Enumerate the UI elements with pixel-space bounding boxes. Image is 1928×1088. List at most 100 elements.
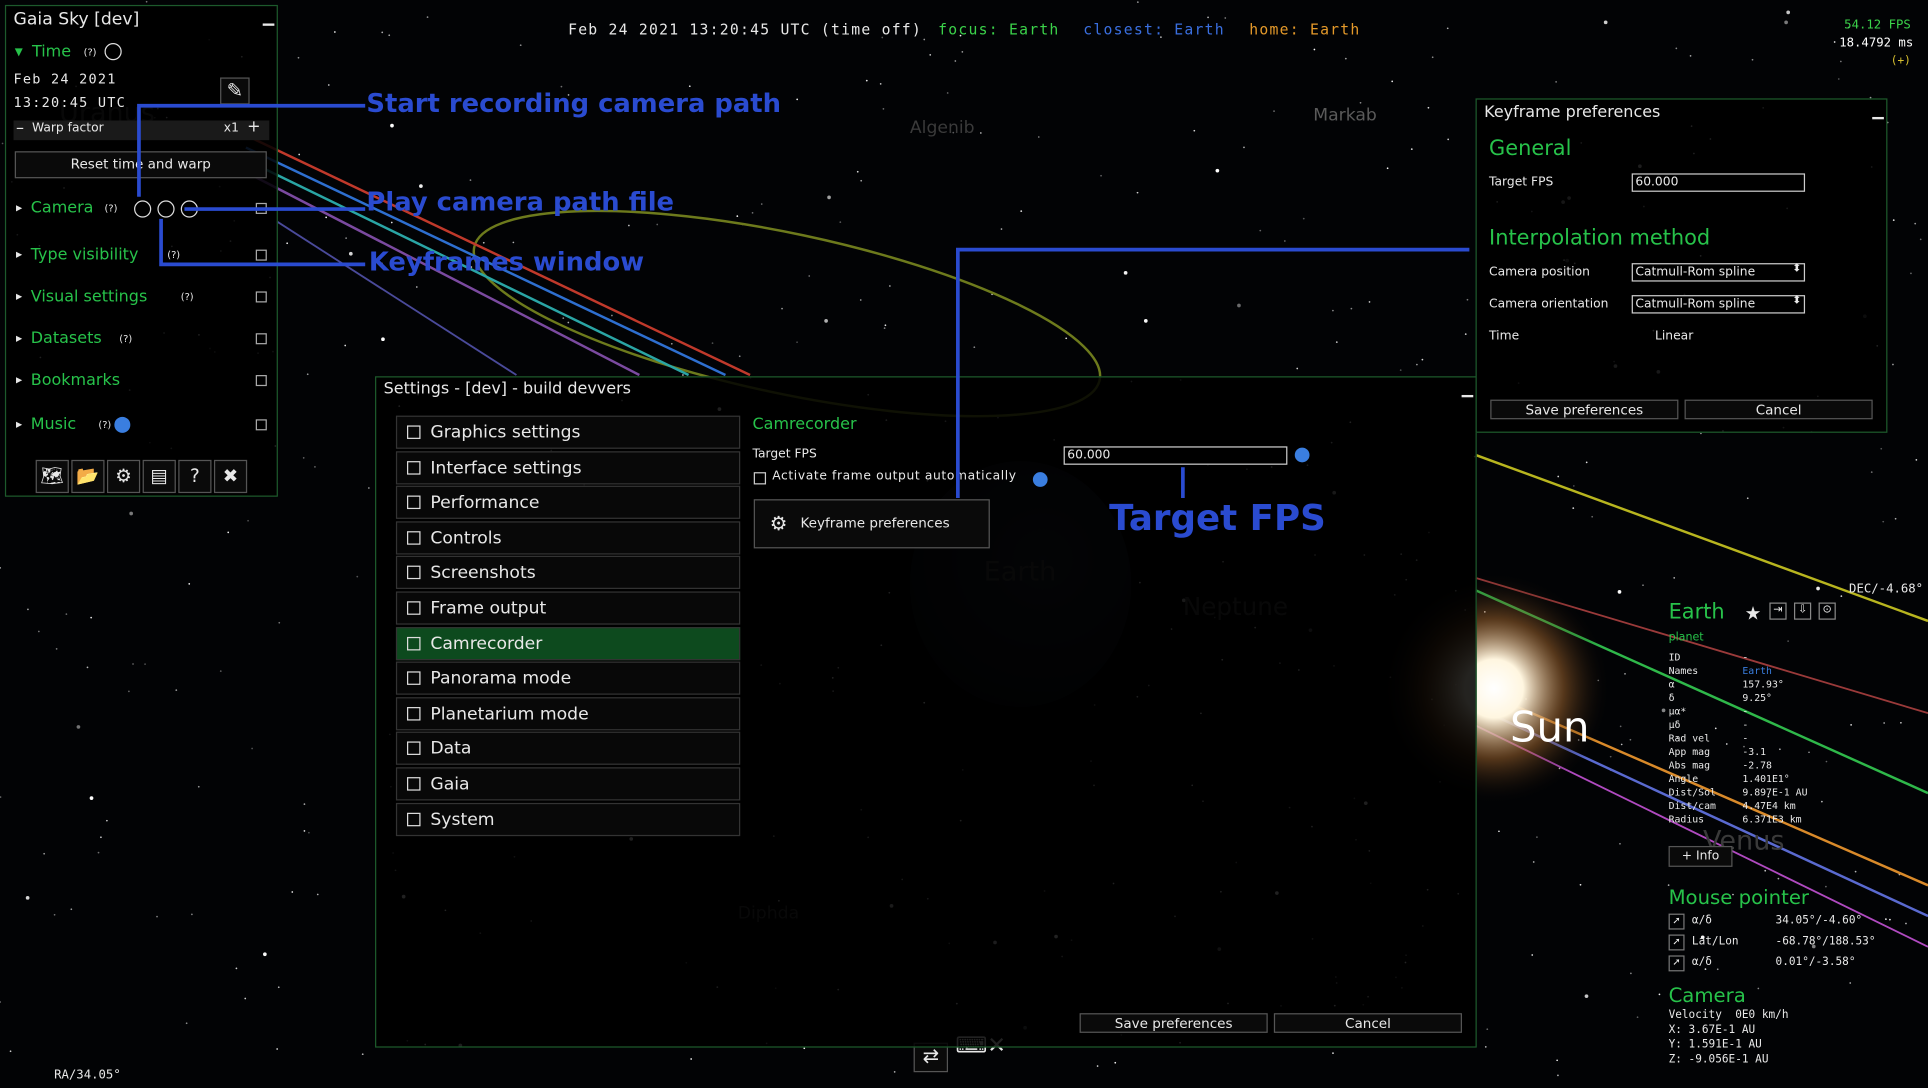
section-arrow[interactable]: ▸ [15, 248, 23, 262]
info-icon[interactable] [1032, 472, 1048, 487]
gear-icon: ⚙ [769, 511, 788, 535]
star [1910, 272, 1912, 275]
expand-icon[interactable] [255, 202, 267, 214]
field-label: Time [1489, 329, 1520, 344]
cancel-button[interactable]: Cancel [1273, 1013, 1462, 1033]
menu-icon [406, 812, 421, 826]
star [1725, 743, 1728, 745]
menu-item[interactable]: Screenshots [395, 556, 741, 590]
menu-item[interactable]: Planetarium mode [395, 696, 741, 731]
attr-label: μδ [1668, 719, 1681, 731]
minimize[interactable]: ▁ [1872, 102, 1884, 120]
warp-minus[interactable]: – [15, 119, 24, 138]
toolbar-button[interactable]: ✖ [213, 459, 248, 494]
target-fps-input[interactable]: 60.000 [1063, 446, 1288, 465]
star [1619, 842, 1621, 845]
save-button[interactable]: Save preferences [1079, 1013, 1268, 1033]
expand-icon[interactable] [255, 249, 267, 261]
select-arrow: ⬍ [1792, 263, 1802, 276]
section-title[interactable]: Visual settings [30, 287, 148, 307]
expand-icon[interactable] [255, 333, 267, 345]
attr-label: α/δ [1691, 956, 1712, 969]
toolbar-button[interactable]: ▤ [142, 459, 176, 494]
star [1386, 167, 1389, 170]
select-box[interactable]: Catmull-Rom spline ⬍ [1631, 295, 1806, 314]
expand-icon[interactable] [255, 291, 267, 303]
warp-plus[interactable]: + [247, 118, 261, 137]
star [1784, 20, 1788, 25]
section-arrow[interactable]: ▸ [15, 201, 23, 216]
section-arrow[interactable]: ▸ [15, 418, 23, 432]
edit-button[interactable]: ✎ [220, 77, 250, 105]
menu-item[interactable]: Gaia [395, 767, 741, 801]
info-button[interactable]: + Info [1668, 845, 1733, 867]
focus-action[interactable]: ⇩ [1793, 602, 1812, 620]
toolbar-button[interactable]: ⚙ [106, 459, 141, 494]
star [1421, 358, 1424, 361]
toolbar-button[interactable]: 📂 [71, 459, 105, 494]
section-title[interactable]: Bookmarks [30, 371, 121, 390]
help: (?) [98, 419, 112, 431]
menu-icon [406, 741, 421, 756]
save-button[interactable]: Save preferences [1490, 399, 1679, 420]
time-header[interactable]: ▾ [14, 43, 23, 62]
attr-value: 1.401E1° [1742, 773, 1790, 785]
section-arrow[interactable]: ▸ [15, 373, 23, 388]
toolbar-button[interactable]: ? [178, 459, 212, 494]
section-arrow[interactable]: ▸ [15, 290, 23, 304]
menu-item[interactable]: Performance [395, 485, 741, 520]
section-title[interactable]: Camera [30, 199, 94, 218]
control-panel: Gaia Sky [dev] ▁ ▾ Time (?) Feb 24 2021 13:20… [4, 4, 278, 497]
star [70, 908, 73, 911]
camera-button[interactable] [134, 200, 152, 218]
reset-button[interactable]: Reset time and warp [14, 151, 267, 179]
target-fps-input[interactable]: 60.000 [1631, 173, 1806, 192]
attr-label: δ [1668, 692, 1675, 704]
select-box[interactable]: Catmull-Rom spline ⬍ [1631, 263, 1806, 282]
star [398, 258, 401, 261]
toolbar-button[interactable]: 🗺 [35, 459, 69, 494]
keyframe-button[interactable]: ⚙ Keyframe preferences [753, 499, 990, 549]
section-arrow[interactable]: ▸ [15, 331, 23, 346]
attr-value: - [1742, 705, 1749, 717]
checkbox[interactable] [753, 472, 767, 485]
star [185, 1022, 188, 1025]
menu-item[interactable]: System [395, 802, 741, 836]
star [923, 38, 926, 41]
menu-item[interactable]: Frame output [395, 591, 741, 625]
dec-coord: DEC/-4.68° [1849, 582, 1924, 597]
star [1714, 727, 1717, 730]
menu-item[interactable]: Data [395, 732, 741, 766]
minimize[interactable]: ▁ [262, 8, 275, 26]
section-title[interactable]: Datasets [30, 329, 102, 348]
camera-button[interactable] [180, 200, 198, 218]
menu-item[interactable]: Controls [395, 521, 741, 555]
minimize[interactable]: ▁ [1461, 379, 1474, 398]
star [1746, 497, 1749, 500]
button-label: Cancel [1755, 402, 1802, 419]
cancel-button[interactable]: Cancel [1684, 399, 1873, 420]
expand-icon[interactable] [255, 419, 267, 431]
menu-item[interactable]: Camrecorder [395, 626, 741, 660]
info-icon[interactable] [1294, 447, 1310, 463]
play-icon[interactable] [104, 43, 122, 61]
attr-label: ID [1668, 651, 1681, 663]
focus-action[interactable]: ⊙ [1818, 602, 1836, 620]
focus-action[interactable]: ⇥ [1769, 602, 1787, 620]
section-title[interactable]: Type visibility [30, 245, 139, 265]
star [1037, 136, 1040, 138]
menu-item[interactable]: Graphics settings [395, 415, 741, 449]
star [415, 286, 418, 288]
section-title[interactable]: Music [30, 415, 77, 435]
focus-action[interactable]: ★ [1744, 602, 1762, 625]
expand-icon[interactable] [255, 375, 267, 387]
music-info[interactable] [114, 416, 131, 433]
menu-label: Frame output [430, 598, 547, 619]
star [197, 785, 200, 788]
star [1464, 333, 1467, 335]
menu-item[interactable]: Interface settings [395, 450, 741, 484]
camera-button[interactable] [157, 200, 175, 218]
star [760, 203, 763, 205]
menu-item[interactable]: Panorama mode [395, 661, 741, 695]
star [1391, 80, 1394, 83]
